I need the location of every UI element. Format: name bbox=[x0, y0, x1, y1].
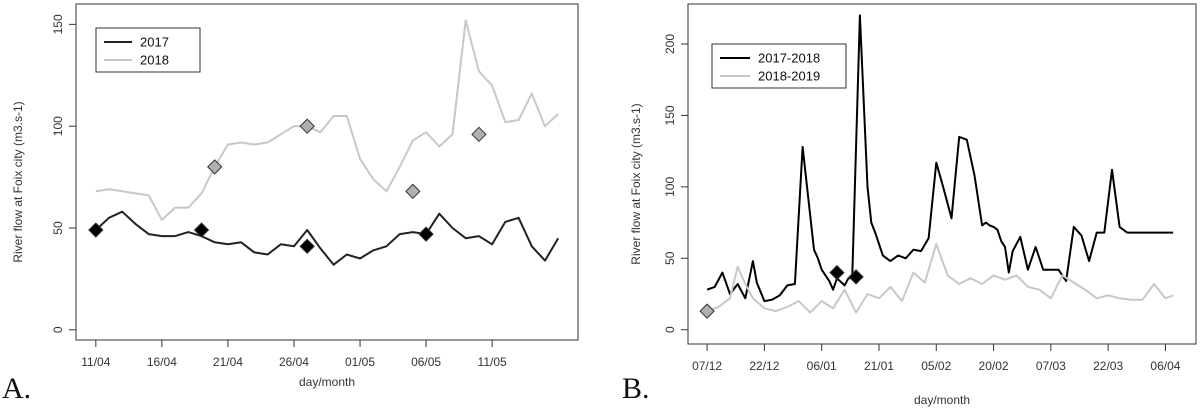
legend-label-b-2017-2018: 2017-2018 bbox=[758, 51, 820, 66]
series-line-a-2017 bbox=[95, 210, 560, 266]
panel-letter-b: B. bbox=[622, 372, 650, 405]
marker-a-2018-2 bbox=[405, 183, 421, 200]
y-tick-label-b-100: 100 bbox=[663, 177, 677, 197]
x-tick-label-b-07-03: 07/03 bbox=[1036, 359, 1066, 373]
legend-box-b bbox=[711, 43, 847, 89]
x-tick-label-b-07-12: 07/12 bbox=[692, 359, 722, 373]
y-tick-label-b-200: 200 bbox=[663, 34, 677, 54]
x-tick-label-a-26-04: 26/04 bbox=[279, 355, 309, 369]
marker-a-2017-1 bbox=[193, 222, 210, 238]
marker-a-2017-0 bbox=[88, 222, 104, 238]
x-tick-label-a-11-05: 11/05 bbox=[478, 355, 507, 369]
y-axis-label-a: River flow at Foix city (m3.s-1) bbox=[11, 101, 25, 262]
y-axis-label-b: River flow at Foix city (m3.s-1) bbox=[629, 103, 643, 264]
plot-frame-a bbox=[75, 3, 579, 341]
y-tick-label-a-100: 100 bbox=[51, 116, 65, 136]
legend-label-b-2018-2019: 2018-2019 bbox=[758, 69, 820, 84]
x-tick-label-a-06-05: 06/05 bbox=[411, 355, 441, 369]
legend-label-a-2018: 2018 bbox=[140, 53, 169, 68]
x-tick-label-b-22-12: 22/12 bbox=[749, 359, 779, 373]
marker-a-2017-3 bbox=[418, 226, 434, 242]
x-axis-label-a: day/month bbox=[299, 375, 355, 389]
x-tick-label-b-05-02: 05/02 bbox=[921, 359, 951, 373]
series-line-b-2018-2019 bbox=[706, 243, 1174, 314]
marker-b-2017-2018-1 bbox=[848, 269, 864, 285]
marker-a-2017-2 bbox=[299, 238, 315, 255]
x-tick-label-a-16-04: 16/04 bbox=[147, 355, 177, 369]
marker-a-2018-0 bbox=[207, 159, 223, 175]
marker-a-2018-1 bbox=[299, 118, 315, 134]
series-line-b-2017-2018 bbox=[706, 14, 1174, 303]
x-tick-label-a-01-05: 01/05 bbox=[345, 355, 375, 369]
panel-letter-a: A. bbox=[2, 372, 32, 405]
x-axis-label-b: day/month bbox=[914, 393, 970, 407]
chart-panel-a: 0 50 100 150 11/04 16/04 21/04 26/04 01/05 06/05 1… bbox=[11, 3, 579, 389]
x-tick-label-a-21-04: 21/04 bbox=[213, 355, 243, 369]
series-line-a-2018 bbox=[95, 19, 559, 221]
x-tick-label-b-06-01: 06/01 bbox=[807, 359, 837, 373]
marker-a-2018-3 bbox=[471, 126, 487, 143]
y-tick-label-b-0: 0 bbox=[663, 326, 677, 333]
plot-frame-b bbox=[687, 3, 1197, 345]
x-tick-label-b-20-02: 20/02 bbox=[979, 359, 1009, 373]
y-tick-label-a-50: 50 bbox=[51, 221, 65, 235]
y-tick-label-a-150: 150 bbox=[51, 14, 65, 34]
marker-b-2018-2019-0 bbox=[699, 303, 715, 319]
legend-label-a-2017: 2017 bbox=[140, 35, 169, 50]
legend-box-a bbox=[95, 27, 201, 73]
x-tick-label-b-22-03: 22/03 bbox=[1093, 359, 1123, 373]
x-tick-label-b-21-01: 21/01 bbox=[864, 359, 894, 373]
y-tick-label-a-0: 0 bbox=[51, 326, 65, 333]
chart-panel-b: 0 50 100 150 200 07/12 22/12 06/01 21/01 05/02 20/… bbox=[629, 3, 1197, 407]
y-tick-label-b-50: 50 bbox=[663, 251, 677, 265]
y-tick-label-b-150: 150 bbox=[663, 105, 677, 125]
x-tick-label-a-11-04: 11/04 bbox=[81, 355, 110, 369]
x-tick-label-b-06-04: 06/04 bbox=[1150, 359, 1180, 373]
marker-b-2017-2018-0 bbox=[829, 264, 845, 281]
